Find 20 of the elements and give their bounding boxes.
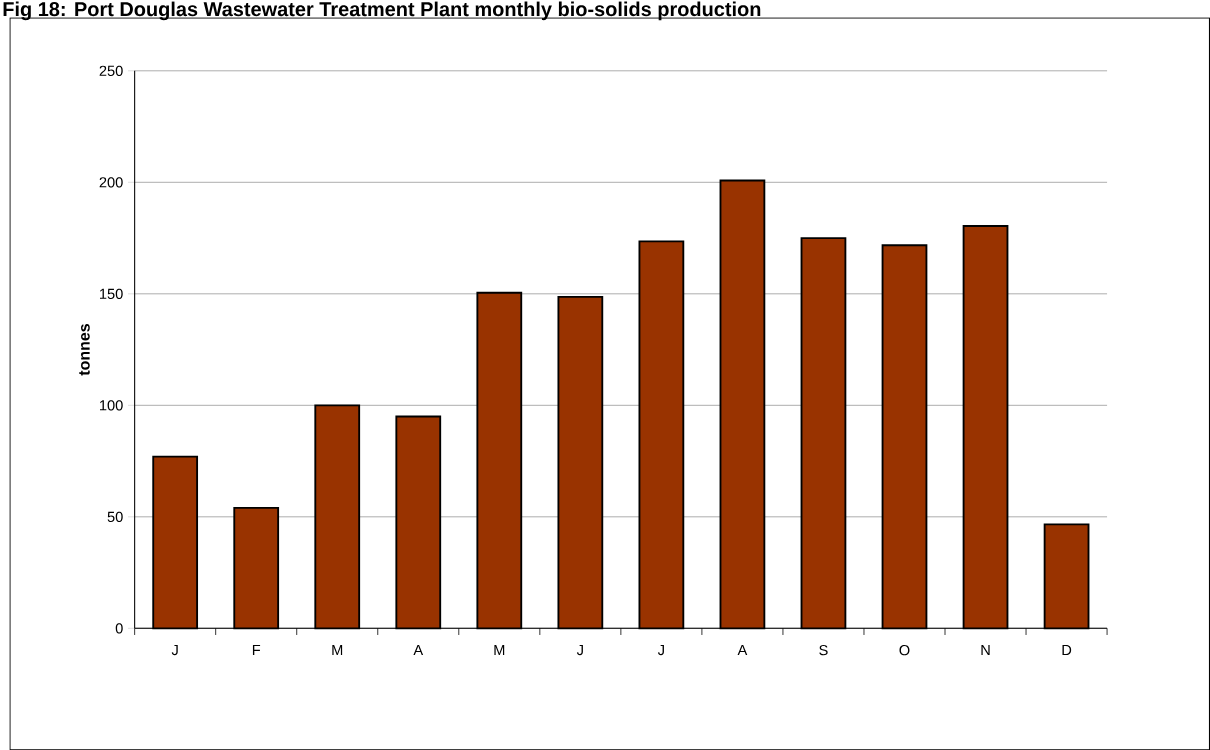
x-tick-label: A: [737, 644, 748, 655]
x-tick-label: S: [819, 644, 828, 656]
x-tick-label: A: [413, 644, 424, 655]
x-tick-label: J: [171, 644, 178, 656]
x-tick-label: M: [494, 644, 505, 655]
chart-title: Fig 18: Port Douglas Wastewater Treatment Plant monthly bio-solids production: [3, 1, 761, 21]
x-tick-label: F: [252, 644, 261, 655]
y-tick-label: 100: [100, 400, 123, 411]
y-tick-label: 200: [99, 177, 123, 188]
y-tick-label: 50: [107, 511, 123, 522]
x-tick-label: M: [332, 644, 343, 655]
x-tick-label: J: [657, 644, 664, 656]
y-axis-title: tonnes: [79, 323, 90, 376]
x-tick-label: N: [981, 644, 990, 655]
y-tick-label: 0: [115, 623, 123, 634]
y-tick-label: 150: [100, 288, 123, 299]
x-tick-label: J: [576, 644, 583, 656]
y-tick-label: 250: [99, 65, 123, 76]
x-tick-label: D: [1062, 644, 1072, 655]
x-tick-label: O: [899, 644, 910, 656]
